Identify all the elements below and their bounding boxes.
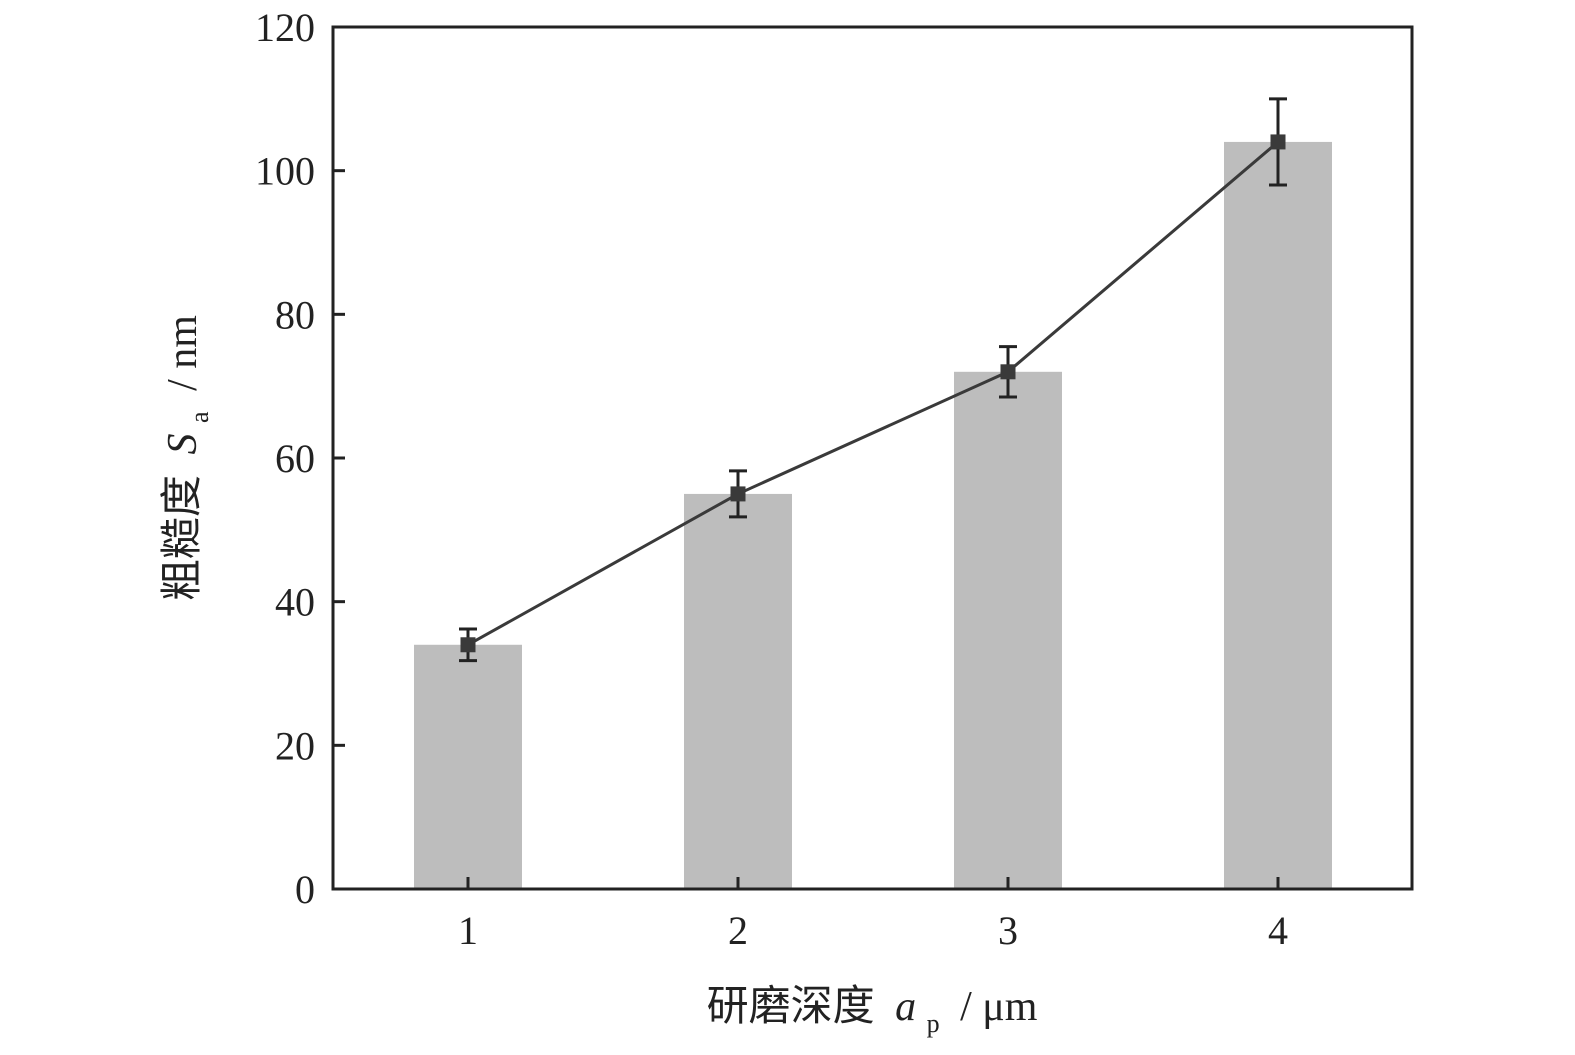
y-axis-title: 粗糙度 S a / nm [160,315,218,601]
x-tick-label-1: 1 [458,908,478,953]
y-tick-label-20: 20 [275,723,315,768]
x-axis-title-unit: / μm [960,984,1038,1030]
line-series [459,97,1287,663]
x-axis-title-subscript: p [927,1009,940,1038]
y-tick-label-100: 100 [255,149,315,194]
y-axis-title-unit: / nm [160,315,206,391]
bar-2 [684,493,792,889]
x-axis-title-prefix: 研磨深度 [707,984,875,1030]
y-tick-label-40: 40 [275,580,315,625]
bar-series [414,141,1332,889]
y-axis: 0 20 40 60 80 100 120 [255,5,345,912]
x-tick-label-3: 3 [998,908,1018,953]
y-tick-label-80: 80 [275,292,315,337]
marker-4 [1270,134,1286,150]
y-tick-label-120: 120 [255,5,315,50]
marker-1 [460,637,476,653]
marker-2 [730,486,746,502]
y-axis-title-prefix: 粗糙度 [160,475,206,601]
x-axis-title: 研磨深度 a p / μm [707,984,1038,1042]
series-line [467,140,1279,647]
x-axis-title-symbol: a [895,984,916,1030]
bar-3 [954,371,1062,889]
x-tick-label-2: 2 [728,908,748,953]
x-tick-label-4: 4 [1268,908,1288,953]
bar-1 [414,644,522,889]
y-axis-title-symbol: S [160,433,206,454]
marker-3 [1000,364,1016,380]
bar-4 [1224,141,1332,889]
y-axis-title-subscript: a [185,411,214,423]
x-axis: 1 2 3 4 [458,877,1288,953]
y-tick-label-60: 60 [275,436,315,481]
y-tick-label-0: 0 [295,867,315,912]
